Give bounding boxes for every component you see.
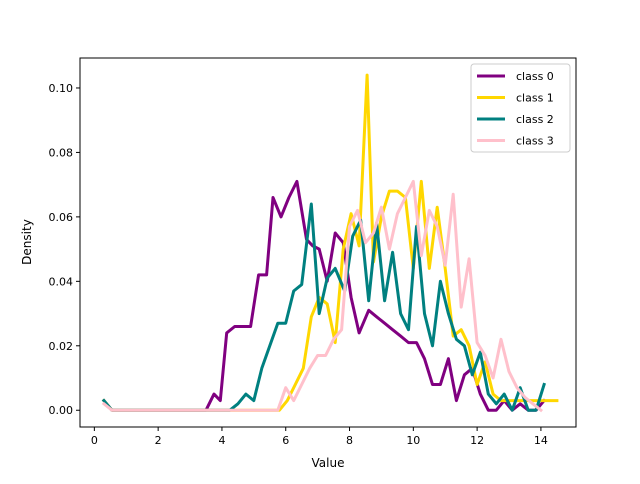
y-tick-label: 0.00 xyxy=(49,404,74,417)
plot-frame xyxy=(79,57,577,428)
x-tick-label: 10 xyxy=(406,434,420,447)
y-tick-label: 0.08 xyxy=(49,146,74,159)
y-tick-label: 0.02 xyxy=(49,340,74,353)
x-tick-label: 0 xyxy=(91,434,98,447)
x-tick-label: 12 xyxy=(470,434,484,447)
x-tick-label: 6 xyxy=(282,434,289,447)
y-tick-label: 0.06 xyxy=(49,211,74,224)
y-axis-label: Density xyxy=(20,219,34,265)
x-axis-label: Value xyxy=(312,456,345,470)
series-line-class-3 xyxy=(101,179,544,413)
x-tick-label: 4 xyxy=(218,434,225,447)
legend-box xyxy=(470,63,571,153)
x-axis-ticks: 0 2 4 6 8 10 12 14 xyxy=(91,427,548,447)
x-tick-label: 8 xyxy=(346,434,353,447)
y-tick-label: 0.04 xyxy=(49,275,74,288)
legend: class 0 class 1 class 2 class 3 xyxy=(470,63,571,153)
x-tick-label: 14 xyxy=(534,434,548,447)
y-axis-ticks: 0.00 0.02 0.04 0.06 0.08 0.10 xyxy=(49,82,80,417)
legend-label-class-1: class 1 xyxy=(516,92,554,105)
legend-label-class-0: class 0 xyxy=(516,70,554,83)
x-tick-label: 2 xyxy=(155,434,162,447)
legend-label-class-3: class 3 xyxy=(516,135,554,148)
legend-label-class-2: class 2 xyxy=(516,113,554,126)
series-layer xyxy=(101,73,559,413)
y-tick-label: 0.10 xyxy=(49,82,74,95)
